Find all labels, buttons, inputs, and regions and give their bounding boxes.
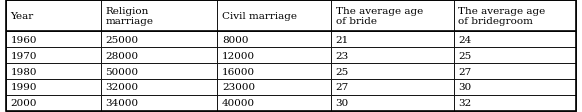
Text: 24: 24 (458, 35, 471, 44)
Bar (453, 64, 576, 79)
Text: 1970: 1970 (10, 51, 37, 60)
Bar (101, 95, 218, 111)
Text: 50000: 50000 (105, 67, 139, 76)
Text: 30: 30 (458, 83, 471, 92)
Bar (453, 95, 576, 111)
Text: Religion
marriage: Religion marriage (105, 7, 154, 26)
Text: 1990: 1990 (10, 83, 37, 92)
Bar (218, 1, 331, 32)
Text: 8000: 8000 (222, 35, 249, 44)
Text: 30: 30 (335, 99, 349, 107)
Text: 40000: 40000 (222, 99, 255, 107)
Text: Civil marriage: Civil marriage (222, 12, 297, 21)
Bar (331, 1, 453, 32)
Bar (218, 32, 331, 48)
Bar (101, 79, 218, 95)
Bar (453, 79, 576, 95)
Text: 28000: 28000 (105, 51, 139, 60)
Bar (6, 48, 101, 64)
Bar (218, 79, 331, 95)
Bar (218, 95, 331, 111)
Text: 32: 32 (458, 99, 471, 107)
Text: 25: 25 (458, 51, 471, 60)
Text: 2000: 2000 (10, 99, 37, 107)
Text: 25000: 25000 (105, 35, 139, 44)
Bar (218, 48, 331, 64)
Bar (218, 64, 331, 79)
Bar (6, 79, 101, 95)
Bar (6, 95, 101, 111)
Bar (6, 1, 101, 32)
Text: 34000: 34000 (105, 99, 139, 107)
Bar (331, 48, 453, 64)
Text: 27: 27 (458, 67, 471, 76)
Text: 32000: 32000 (105, 83, 139, 92)
Bar (331, 64, 453, 79)
Text: 27: 27 (335, 83, 349, 92)
Bar (101, 64, 218, 79)
Text: 23: 23 (335, 51, 349, 60)
Bar (453, 48, 576, 64)
Bar (6, 64, 101, 79)
Text: 21: 21 (335, 35, 349, 44)
Bar (331, 95, 453, 111)
Text: The average age
of bridegroom: The average age of bridegroom (458, 7, 545, 26)
Bar (101, 1, 218, 32)
Text: 1960: 1960 (10, 35, 37, 44)
Text: 23000: 23000 (222, 83, 255, 92)
Bar (331, 32, 453, 48)
Text: 25: 25 (335, 67, 349, 76)
Bar (453, 1, 576, 32)
Bar (101, 48, 218, 64)
Text: 16000: 16000 (222, 67, 255, 76)
Bar (101, 32, 218, 48)
Bar (453, 32, 576, 48)
Text: 1980: 1980 (10, 67, 37, 76)
Text: 12000: 12000 (222, 51, 255, 60)
Bar (6, 32, 101, 48)
Bar (331, 79, 453, 95)
Text: The average age
of bride: The average age of bride (335, 7, 423, 26)
Text: Year: Year (10, 12, 34, 21)
